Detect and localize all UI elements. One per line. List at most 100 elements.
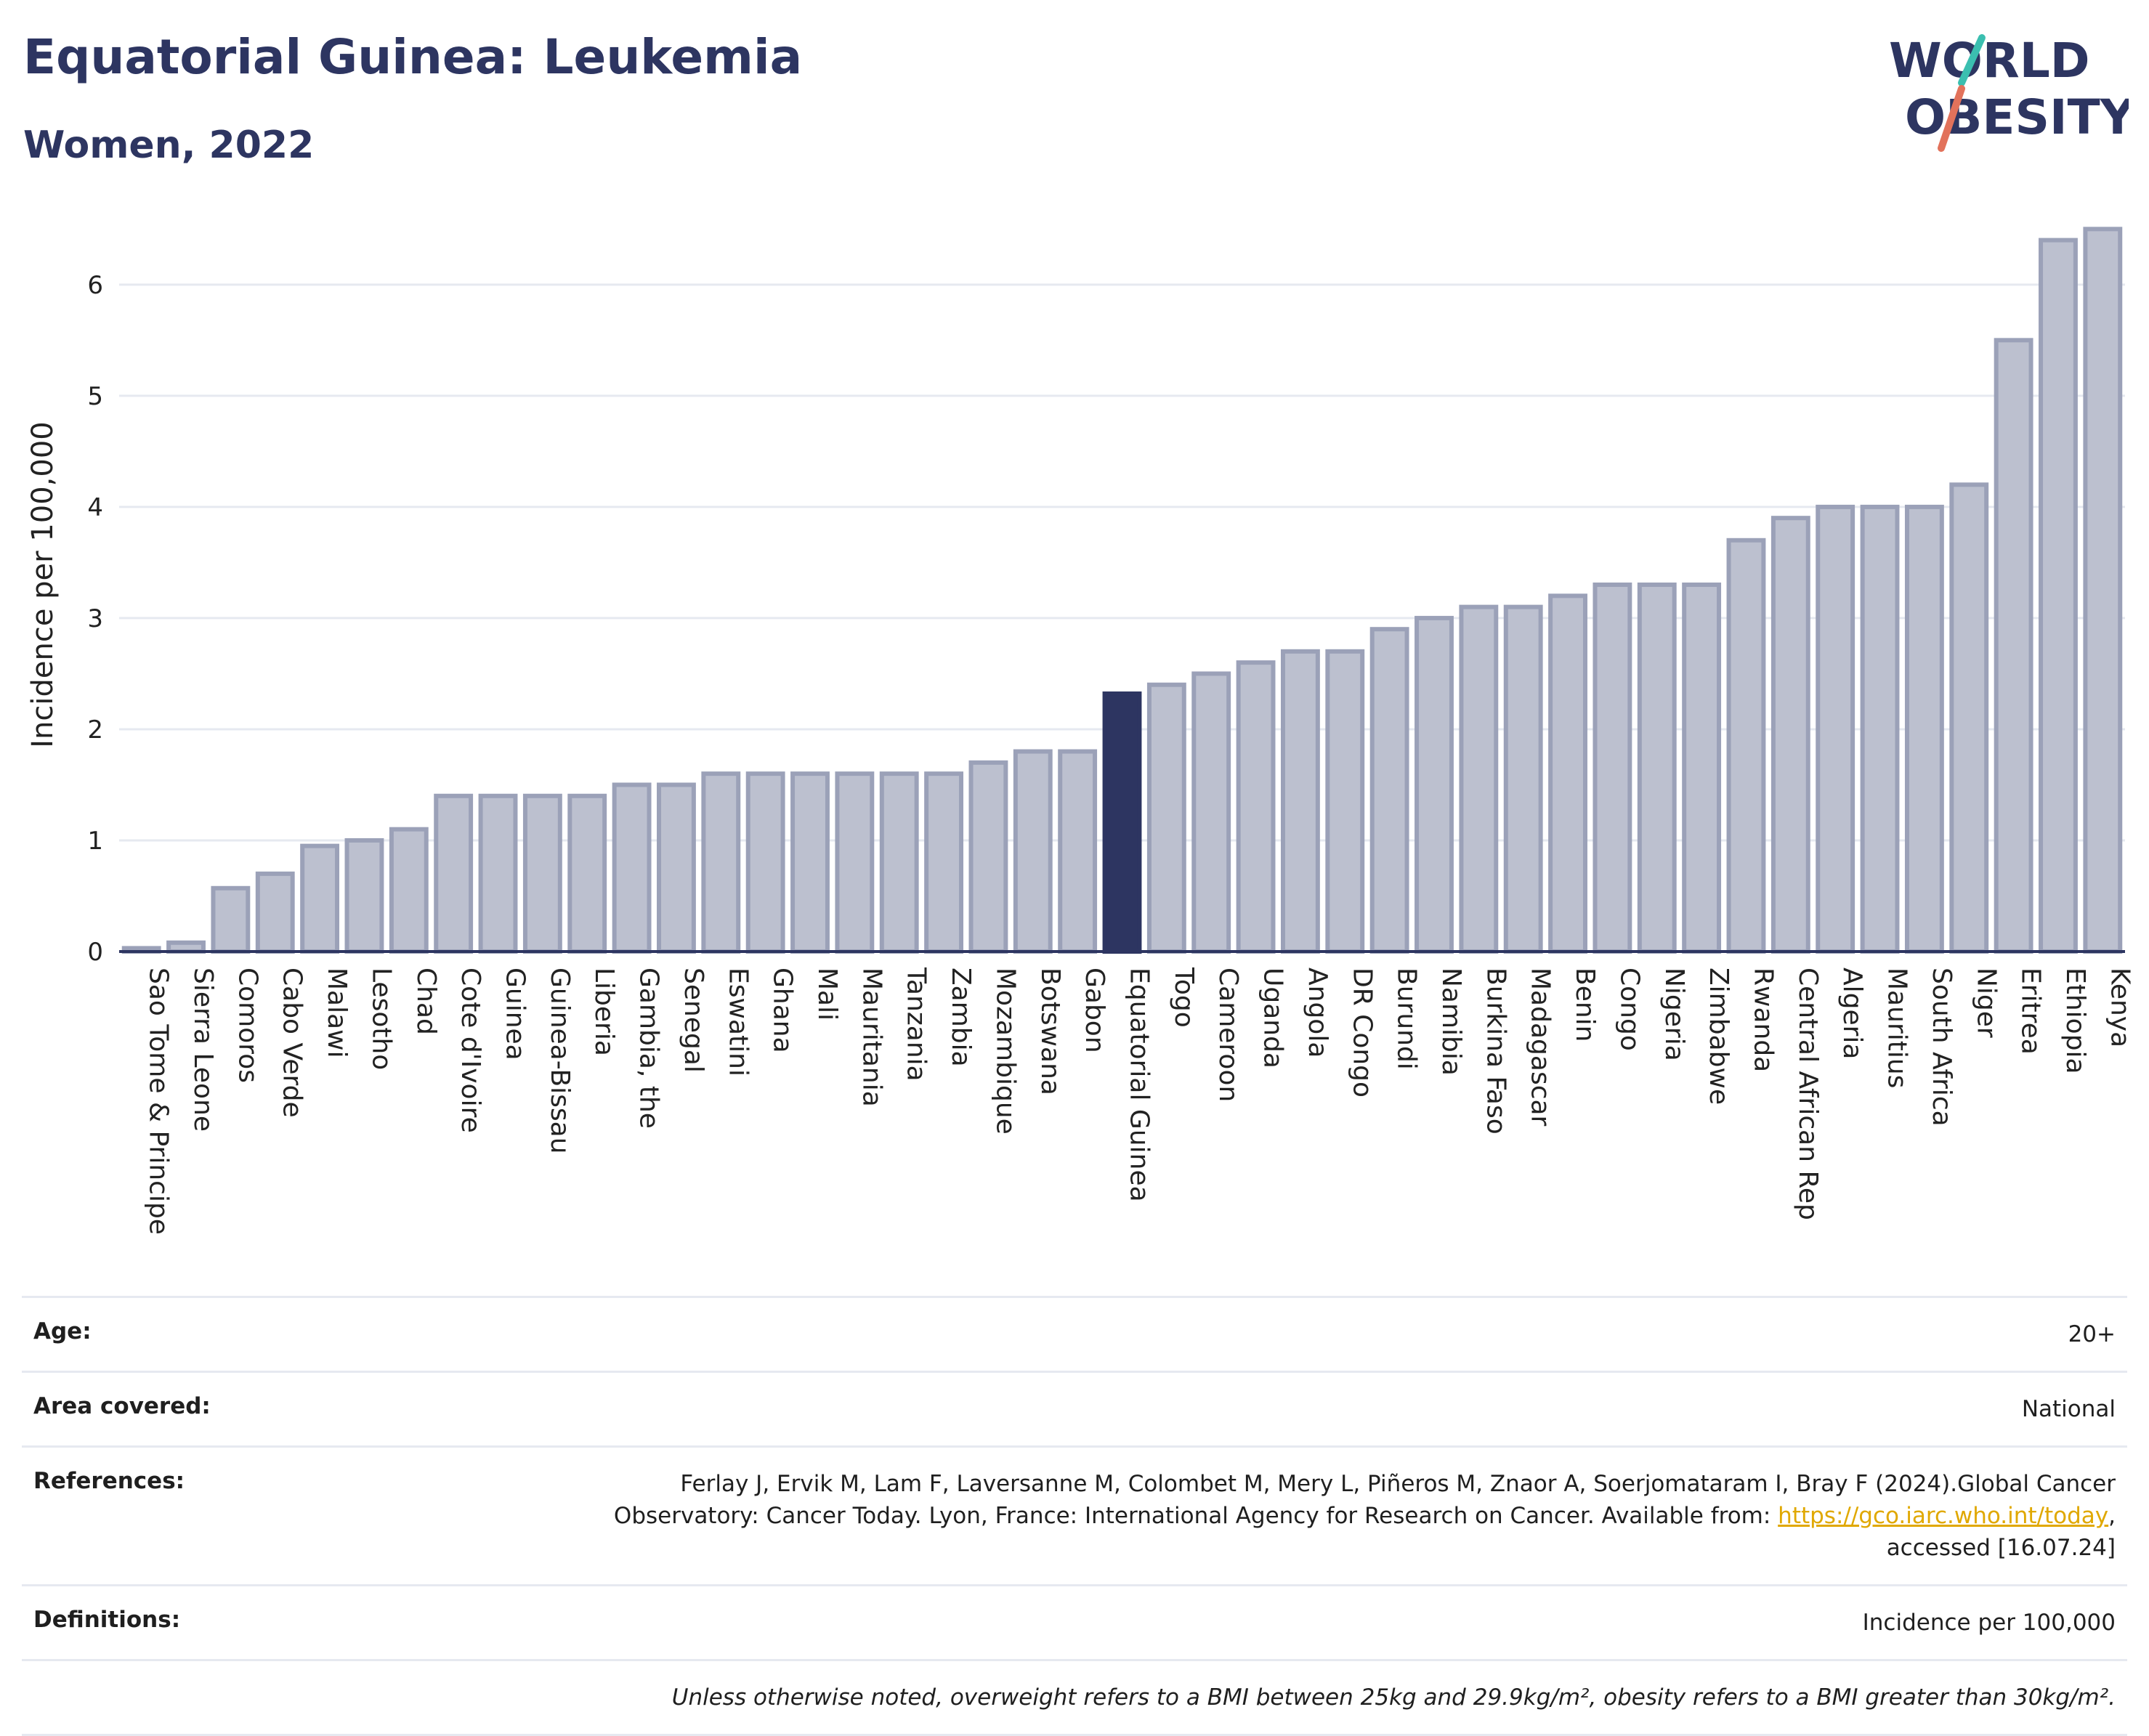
x-tick-label: Malawi (322, 968, 352, 1058)
y-axis-title: Incidence per 100,000 (26, 421, 60, 748)
age-label: Age: (33, 1318, 92, 1344)
x-tick-label: Congo (1614, 968, 1644, 1051)
x-tick-label: Ghana (768, 968, 798, 1053)
x-tick-label: Equatorial Guinea (1125, 968, 1154, 1202)
x-tick-label: Mauritania (857, 968, 886, 1107)
x-tick-label: Eswatini (723, 968, 753, 1076)
meta-row-note: Unless otherwise noted, overweight refer… (22, 1659, 2127, 1736)
x-tick-label: Lesotho (366, 968, 396, 1070)
x-tick-label: Sao Tome & Principe (144, 968, 174, 1235)
references-line-3: accessed [16.07.24] (1886, 1535, 2116, 1561)
bar (1592, 583, 1632, 954)
bar (612, 782, 652, 954)
definitions-value: Incidence per 100,000 (1862, 1610, 2116, 1636)
bar (478, 793, 518, 954)
bar (2083, 227, 2123, 954)
world-obesity-logo: WORLD OBESITY (1889, 33, 2129, 152)
bar (300, 843, 340, 954)
bar (745, 771, 785, 954)
meta-row-references: References: Ferlay J, Ervik M, Lam F, La… (22, 1445, 2127, 1584)
x-tick-label: DR Congo (1347, 968, 1377, 1098)
bar (1058, 749, 1098, 954)
y-tick-label: 6 (87, 271, 103, 300)
bar (1726, 538, 1766, 954)
bar (1816, 504, 1855, 954)
bar (1637, 583, 1677, 954)
page-title: Equatorial Guinea: Leukemia (23, 29, 803, 85)
y-tick-label: 4 (87, 493, 103, 522)
y-tick-label: 3 (87, 604, 103, 633)
x-tick-label: Zambia (946, 968, 976, 1067)
x-tick-label: Algeria (1837, 968, 1867, 1060)
x-tick-label: Mali (812, 968, 842, 1021)
x-tick-label: Togo (1169, 967, 1199, 1028)
x-tick-label: Sierra Leone (188, 968, 218, 1132)
age-value: 20+ (2068, 1321, 2116, 1347)
x-tick-label: Chad (411, 968, 441, 1035)
x-tick-label: Central African Rep (1793, 968, 1823, 1220)
bar (344, 837, 384, 954)
x-tick-label: Mauritius (1882, 968, 1912, 1088)
meta-row-definitions: Definitions: Incidence per 100,000 (22, 1584, 2127, 1659)
x-tick-label: Guinea-Bissau (545, 968, 575, 1154)
page-subtitle: Women, 2022 (23, 123, 315, 167)
bar (211, 885, 251, 954)
x-tick-label: Burkina Faso (1481, 968, 1510, 1135)
bar (1013, 749, 1053, 954)
bmi-note: Unless otherwise noted, overweight refer… (671, 1684, 2116, 1711)
x-tick-label: Cabo Verde (278, 968, 307, 1118)
x-tick-label: Senegal (679, 968, 708, 1073)
references-line-2: Observatory: Cancer Today. Lyon, France:… (613, 1503, 1771, 1529)
x-tick-label: Ethiopia (2060, 968, 2090, 1074)
bar (1146, 682, 1186, 954)
bar (657, 782, 696, 954)
bar (835, 771, 875, 954)
x-tick-label: Madagascar (1526, 968, 1555, 1127)
bar (1548, 593, 1587, 954)
bar (1325, 649, 1365, 954)
x-tick-label: Benin (1570, 968, 1600, 1042)
bar (1236, 660, 1276, 954)
logo-text-world: WORLD (1889, 33, 2090, 89)
area-label: Area covered: (33, 1393, 211, 1419)
x-tick-label: Uganda (1258, 968, 1288, 1068)
bar (2039, 238, 2078, 954)
bar (1191, 671, 1231, 954)
bar (1369, 627, 1409, 954)
bar (701, 771, 741, 954)
references-label: References: (33, 1468, 185, 1494)
x-tick-label: Burundi (1392, 968, 1422, 1070)
x-tick-label: Mozambique (990, 968, 1020, 1135)
bar (968, 760, 1008, 954)
bar (790, 771, 830, 954)
y-tick-label: 0 (87, 938, 103, 967)
x-tick-label: Comoros (232, 968, 262, 1083)
x-tick-label: Botswana (1035, 968, 1065, 1095)
bar (1102, 691, 1142, 954)
x-tick-label: Gambia, the (634, 968, 664, 1129)
x-tick-label: Liberia (589, 968, 619, 1056)
bar (567, 793, 607, 954)
metadata-table: Age: 20+ Area covered: National Referenc… (22, 1296, 2127, 1736)
bar (1994, 338, 2033, 954)
bar (1770, 516, 1810, 954)
bar (1415, 615, 1454, 954)
x-tick-label: Eritrea (2016, 968, 2046, 1055)
bar (1949, 482, 1989, 954)
y-tick-label: 2 (87, 715, 103, 745)
x-tick-label: Niger (1971, 968, 2001, 1038)
x-tick-label: Namibia (1436, 968, 1466, 1076)
references-value: Ferlay J, Ervik M, Lam F, Laversanne M, … (614, 1468, 2116, 1564)
x-tick-label: Zimbabwe (1704, 968, 1733, 1105)
bar (1503, 604, 1543, 954)
logo-text-obesity: OBESITY (1905, 89, 2129, 145)
x-tick-label: Angola (1303, 968, 1332, 1058)
definitions-label: Definitions: (33, 1607, 181, 1633)
bar (1280, 649, 1320, 954)
references-line-1: Ferlay J, Ervik M, Lam F, Laversanne M, … (680, 1471, 2116, 1497)
bar (434, 793, 474, 954)
logo-slash-coral (1938, 85, 1965, 152)
bar (1904, 504, 1944, 954)
x-tick-label: Rwanda (1748, 968, 1778, 1072)
references-link[interactable]: https://gco.iarc.who.int/today (1778, 1503, 2109, 1529)
